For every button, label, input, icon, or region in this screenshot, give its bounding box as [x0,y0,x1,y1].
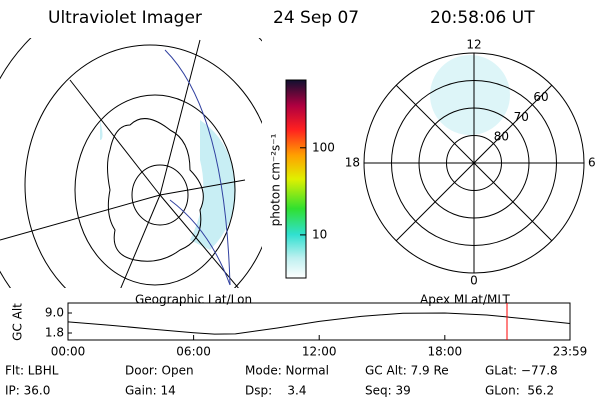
instrument: Ultraviolet Imager [48,8,202,28]
x-tick-label: 18:00 [428,345,463,359]
colorbar [285,79,307,279]
x-tick-label: 12:00 [302,345,337,359]
y-axis-label: GC Alt [11,303,25,341]
mlt-label: 12 [466,38,481,52]
x-tick-label: 00:00 [51,345,86,359]
time: 20:58:06 UT [430,8,535,28]
polar-ring-label: 70 [514,110,529,124]
polar-aurora [430,55,510,135]
panel-label: Geographic Lat/Lon [135,293,252,307]
mlt-label: 0 [470,274,478,288]
polar-ring-label: 60 [533,90,548,104]
colorbar-label: photon cm⁻²s⁻¹ [269,133,283,226]
info-field: IP: 36.0 [5,384,50,398]
mlt-label: 6 [588,156,596,170]
polar-ring [418,107,530,219]
colorbar-tick-label: 100 [312,140,335,154]
x-tick-label: 23:59 [553,345,588,359]
polar-ring [446,135,502,191]
info-field: Gain: 14 [125,384,176,398]
geo-map [0,38,262,288]
info-field: Flt: LBHL [5,364,59,378]
info-field: GC Alt: 7.9 Re [365,364,449,378]
info-field: Door: Open [125,364,194,378]
info-field: Dsp: 3.4 [245,384,307,398]
info-field: GLat: −77.8 [485,364,558,378]
info-field: Mode: Normal [245,364,329,378]
y-tick-label: 1.8 [45,326,64,340]
info-field: GLon: 56.2 [485,384,554,398]
y-tick-label: 9.0 [45,306,64,320]
polar-spoke [395,84,553,242]
polar-ring-label: 80 [494,130,509,144]
info-field: Seq: 39 [365,384,411,398]
panel-label: Apex MLat/MLT [420,293,510,307]
x-tick-label: 06:00 [176,345,211,359]
polar-ring [391,80,557,246]
mlt-label: 18 [345,156,360,170]
alt-line [67,312,571,335]
date: 24 Sep 07 [273,8,359,28]
colorbar-tick-label: 10 [312,227,327,241]
